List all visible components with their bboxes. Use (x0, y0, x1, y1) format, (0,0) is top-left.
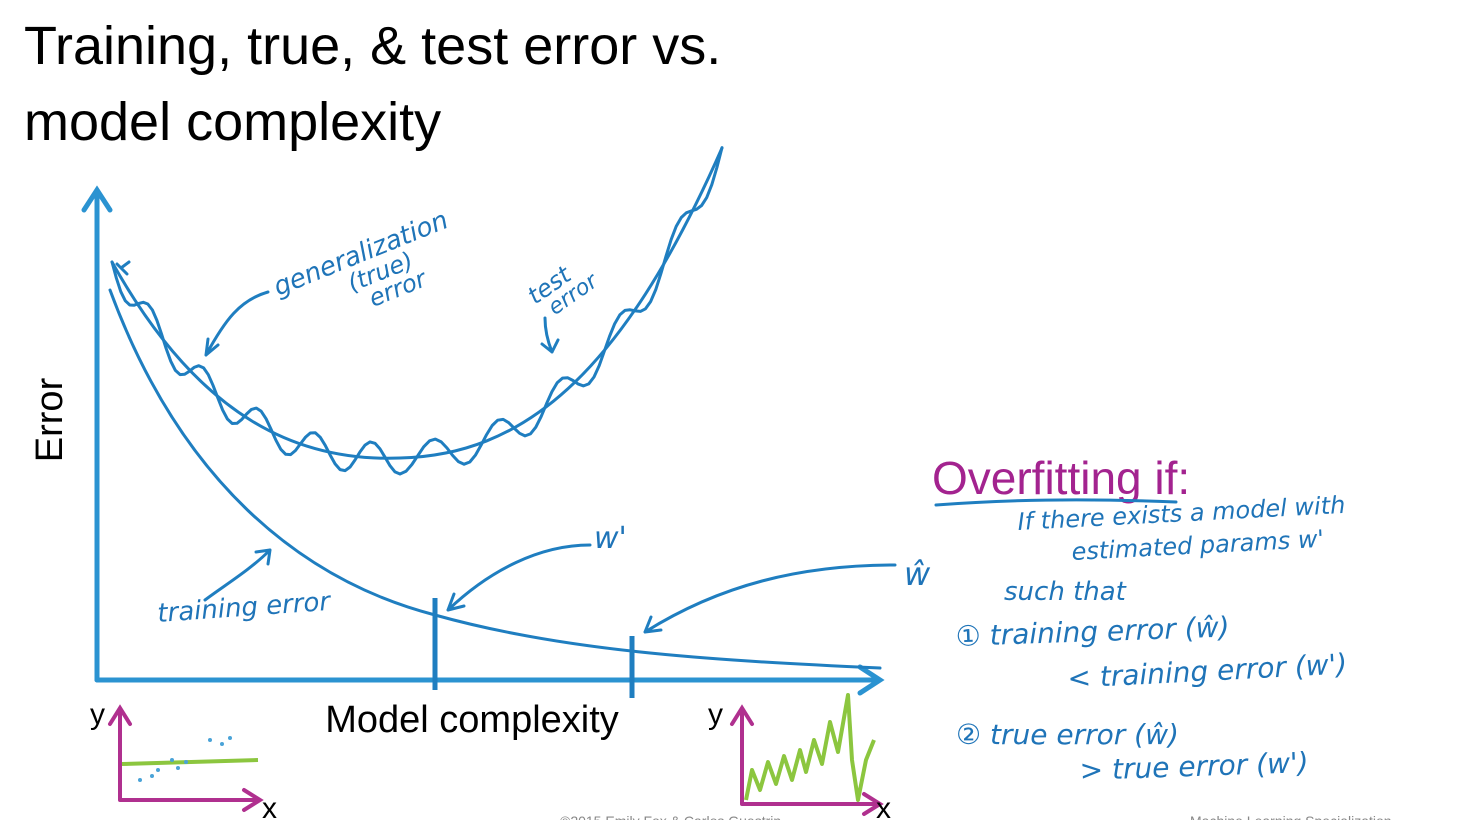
small-plot-fit (744, 693, 876, 802)
tick-scribble (115, 260, 131, 276)
annotation-arrow (204, 290, 270, 357)
small-plot-label: y (708, 698, 723, 731)
small-plot-points (138, 736, 232, 782)
annotation-text: training error (156, 587, 333, 629)
footer-text: ©2015 Emily Fox & Carlos Guestrin (560, 813, 781, 820)
small-plot-axes (108, 704, 264, 812)
y-axis-label: Error (29, 377, 71, 462)
x-axis-label: Model complexity (325, 699, 619, 741)
annotation-arrow (446, 543, 592, 612)
y-axis (81, 185, 113, 683)
small-plot-label: x (876, 792, 891, 820)
annotation-text: ŵ (904, 555, 931, 593)
annotation-text: w' (594, 521, 627, 556)
overfitting-line: ② true error (ŵ) (956, 718, 1179, 751)
overfitting-line: ① training error (ŵ) (955, 610, 1230, 653)
small-plot-axes (730, 704, 884, 816)
underline (934, 498, 1178, 507)
overfitting-heading: Overfitting if: (932, 452, 1190, 504)
test-error-curve (110, 146, 724, 476)
small-plot-label: y (90, 698, 105, 731)
annotation-arrow (203, 548, 272, 602)
small-plot-label: x (262, 792, 277, 820)
footer-text: Machine Learning Specialization (1190, 813, 1392, 820)
slide-title-line: Training, true, & test error vs. (24, 16, 721, 76)
annotation-arrow (540, 316, 560, 354)
overfitting-line: such that (1004, 577, 1127, 607)
small-plot-fit (121, 758, 259, 766)
annotation-arrow (643, 563, 897, 634)
overfitting-line: > true error (w') (1079, 746, 1309, 787)
true-error-curve (110, 146, 724, 460)
x-axis (94, 664, 885, 696)
overfitting-line: < training error (w') (1067, 647, 1348, 695)
slide-title-line: model complexity (24, 92, 441, 152)
model-marker (432, 598, 635, 698)
